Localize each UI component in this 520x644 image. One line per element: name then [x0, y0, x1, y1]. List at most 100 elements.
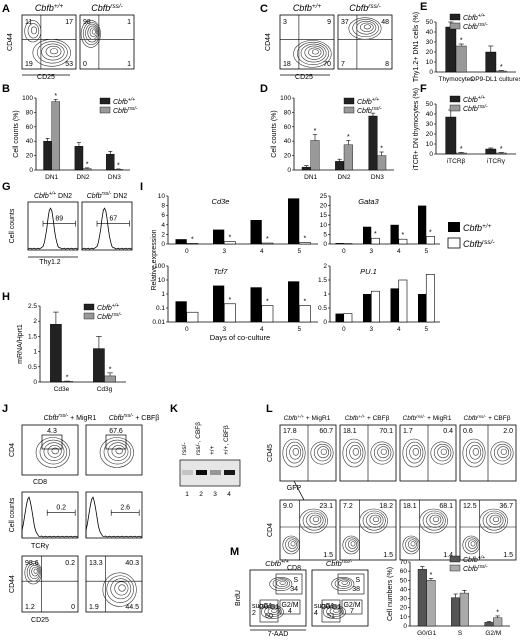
contour-line [462, 438, 486, 468]
contour-line [429, 514, 442, 525]
histogram-J: 0.2 [21, 491, 79, 539]
significance-star: * [496, 609, 499, 616]
contour-line [306, 512, 324, 528]
bar [43, 140, 52, 171]
legend-label: Cbfbrss/- [463, 239, 495, 250]
y-tick-label: 0 [323, 241, 327, 248]
quadrant-lower-right: 8 [385, 61, 389, 68]
y-tick-label: 1 [33, 349, 37, 356]
y-axis-label: CD4 [9, 443, 16, 457]
category-label: 5 [297, 326, 301, 333]
quadrant-lower-right: 1.5 [323, 552, 333, 559]
y-tick-label: 8 [161, 203, 165, 210]
quadrant-lower-right: 1.4 [443, 552, 453, 559]
contour-line [296, 41, 330, 66]
bar-ko [425, 274, 435, 323]
plot-frame [79, 14, 135, 70]
category-label: S [458, 630, 463, 637]
gate-value: 34 [290, 586, 298, 593]
gate-box [105, 434, 127, 450]
contour-line [433, 443, 452, 462]
bar [50, 324, 62, 383]
gene-label: Tcf7 [214, 267, 229, 276]
significance-star: * [429, 229, 432, 236]
significance-star: * [460, 38, 463, 45]
flow-plot-A: 11 17 53 19 [21, 14, 77, 70]
contour-line [264, 606, 282, 617]
bar [104, 375, 116, 383]
y-tick-label: 0 [323, 319, 327, 326]
legend-label: Cbfb+/+ [463, 95, 485, 104]
y-tick-label: 20 [26, 153, 34, 160]
quadrant-upper-right: 23.1 [319, 503, 333, 510]
y-axis-label: mRNA/Hprt1 [17, 324, 24, 364]
y-axis-label: Cell counts [9, 208, 16, 243]
contour-line [352, 19, 379, 38]
quadrant-upper-left: 98.6 [25, 560, 39, 567]
gate-value: 2.0 [503, 428, 513, 435]
contour-line [430, 441, 454, 465]
plot-title: Cbfb+/+ + CBFβ [345, 414, 390, 423]
contour-line [342, 438, 366, 468]
bar-ko [261, 305, 274, 323]
contour-line [331, 576, 355, 592]
category-label: 4 [397, 326, 401, 333]
significance-star: * [314, 128, 317, 135]
category-label: 0 [342, 326, 346, 333]
significance-star: * [266, 299, 269, 306]
y-tick-label: 40 [284, 138, 292, 145]
subplot-PU.1: 0 0.5 1 1.5 2 PU.1 0 3 4 5 [318, 263, 440, 333]
contour-line [103, 439, 132, 465]
bar-wt [213, 285, 225, 322]
y-tick-label: 40 [426, 29, 434, 36]
gel-blot: rss/- rss/-, CBFβ +/+ +/+, CBFβ 1 2 3 4 [179, 422, 241, 498]
legend-swatch [343, 106, 355, 114]
contour-line [402, 535, 420, 555]
bar-wt [250, 287, 262, 322]
bar-wt [390, 288, 399, 322]
contour-line [311, 49, 319, 55]
quadrant-lower-right: 44.5 [125, 604, 139, 611]
bar [417, 569, 427, 627]
contour-line [359, 508, 388, 534]
bar [368, 115, 378, 171]
y-axis-label: Thy1.2+ DN1 cells (%) [413, 12, 420, 82]
y-axis-label: CD44 [9, 575, 16, 593]
legend-label: Cbfbrss/- [113, 106, 138, 115]
contour-line [102, 572, 137, 607]
legend-label: Cbfbrss/- [357, 106, 382, 115]
contour-line [352, 447, 359, 456]
legend-label: Cbfb+/+ [463, 555, 485, 564]
bar-ko [398, 238, 408, 245]
bar-wt [288, 198, 300, 244]
contour-line [287, 539, 297, 550]
bar [426, 580, 436, 627]
panel-letter-C: C [260, 3, 268, 15]
contour-line [465, 537, 479, 552]
contour-line [313, 443, 332, 462]
lane-number: 4 [227, 491, 231, 498]
y-tick-label: 2.5 [28, 303, 37, 310]
flow-plot-J3: 98.6 0.2 0 1.2 [21, 555, 79, 613]
contour-line [51, 447, 59, 455]
bar-chart-E: 0 10 20 30 40 50 Thy1.2+ DN1 cells (%) * Thymocy… [413, 12, 520, 83]
category-label: Cd3e [54, 386, 70, 393]
significance-star: * [460, 146, 463, 153]
gate-value: 0.4 [443, 428, 453, 435]
flow-plot-L-top: 17.8 60.7 [279, 424, 337, 482]
y-tick-label: 20 [284, 153, 292, 160]
significance-star: * [500, 146, 503, 153]
contour-line [432, 516, 440, 523]
contour-line [412, 447, 419, 456]
contour-line [356, 20, 377, 35]
contour-line [349, 444, 362, 460]
contour-line [267, 607, 280, 615]
contour-line [41, 43, 65, 61]
gate-value: 89 [55, 216, 63, 223]
bar [485, 148, 497, 155]
plot-title: Cbfb+/+ [293, 3, 322, 14]
bar [495, 152, 507, 155]
y-axis-label: CD44 [7, 33, 14, 51]
legend-swatch [83, 303, 95, 311]
